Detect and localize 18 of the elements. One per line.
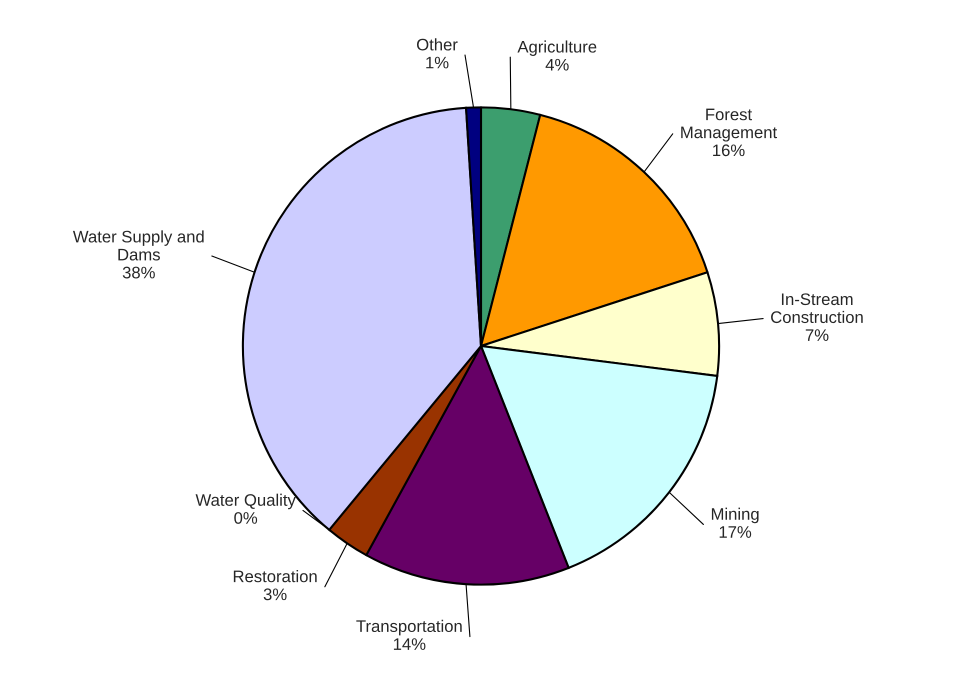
slice-label: Water Supply and Dams	[72, 230, 204, 261]
slice-label: Forest Management	[681, 108, 778, 142]
category-label: Water Quality	[196, 494, 296, 510]
slice-label: Other	[416, 38, 458, 51]
slice-label: Mining	[712, 508, 759, 524]
data-label: 1%	[426, 56, 448, 68]
data-label: 3%	[264, 588, 287, 600]
slice-label: Transportation	[356, 620, 462, 636]
data-label: 7%	[806, 329, 828, 341]
data-label: 38%	[122, 266, 155, 278]
text: 0%	[234, 512, 258, 524]
slice-label: Agriculture	[517, 40, 596, 56]
data-label: 16%	[713, 144, 745, 156]
data-label: 17%	[720, 526, 752, 538]
data-label: 4%	[546, 58, 569, 71]
data-label: 14%	[394, 638, 426, 650]
slice-label: Restoration	[234, 570, 317, 582]
slice-label: In-Stream Construction	[771, 293, 863, 324]
